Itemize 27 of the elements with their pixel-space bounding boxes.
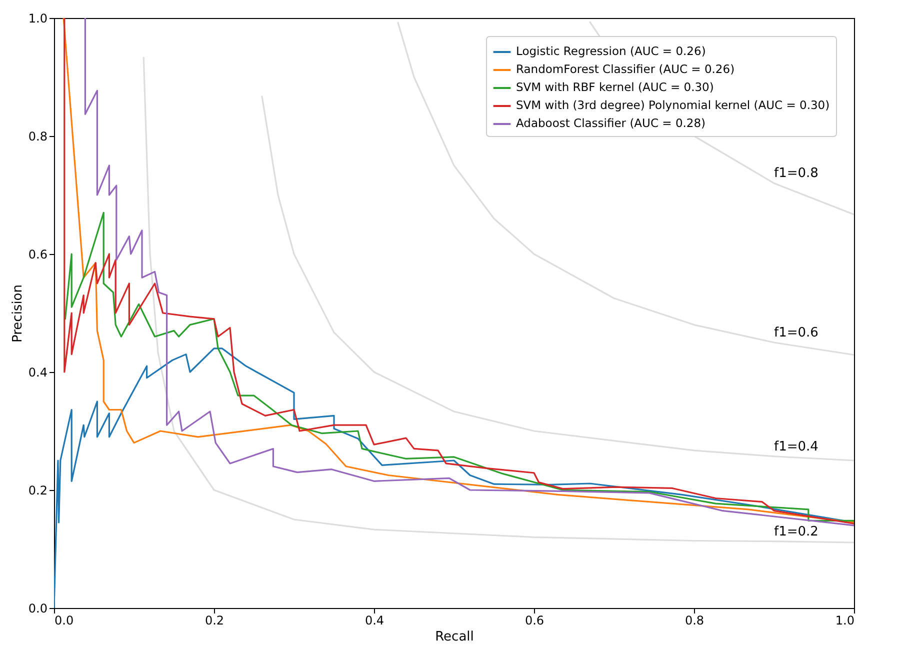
y-tick-label: 0.8 bbox=[28, 130, 48, 144]
y-tick-label: 0.6 bbox=[28, 248, 48, 262]
x-tick-label: 0.0 bbox=[54, 614, 74, 628]
annotation: f1=0.2 bbox=[774, 524, 818, 540]
line-series bbox=[261, 96, 854, 462]
legend-label: Logistic Regression (AUC = 0.26) bbox=[516, 44, 706, 58]
x-tick-label: 1.0 bbox=[835, 614, 854, 628]
line-series bbox=[397, 22, 854, 356]
y-tick-label: 0.2 bbox=[28, 484, 48, 498]
legend-label: Adaboost Classifier (AUC = 0.28) bbox=[516, 116, 706, 130]
legend-label: RandomForest Classifier (AUC = 0.26) bbox=[516, 62, 735, 76]
y-axis-title: Precision bbox=[10, 284, 26, 343]
y-tick-label: 0.0 bbox=[28, 602, 48, 616]
x-tick-label: 0.4 bbox=[364, 614, 384, 628]
x-tick-label: 0.6 bbox=[524, 614, 544, 628]
annotation: f1=0.8 bbox=[774, 166, 818, 182]
x-tick-label: 0.8 bbox=[684, 614, 704, 628]
legend-label: SVM with (3rd degree) Polynomial kernel (AUC = 0.30) bbox=[516, 98, 830, 112]
annotation: f1=0.4 bbox=[774, 439, 818, 454]
y-tick-label: 0.4 bbox=[28, 366, 48, 380]
line-series bbox=[142, 56, 854, 544]
line-series bbox=[64, 212, 854, 522]
x-axis-title: Recall bbox=[435, 630, 474, 644]
y-tick-label: 1.0 bbox=[28, 12, 48, 26]
legend-label: SVM with RBF kernel (AUC = 0.30) bbox=[516, 80, 714, 94]
x-tick-label: 0.2 bbox=[204, 614, 224, 628]
annotation: f1=0.6 bbox=[774, 326, 818, 340]
